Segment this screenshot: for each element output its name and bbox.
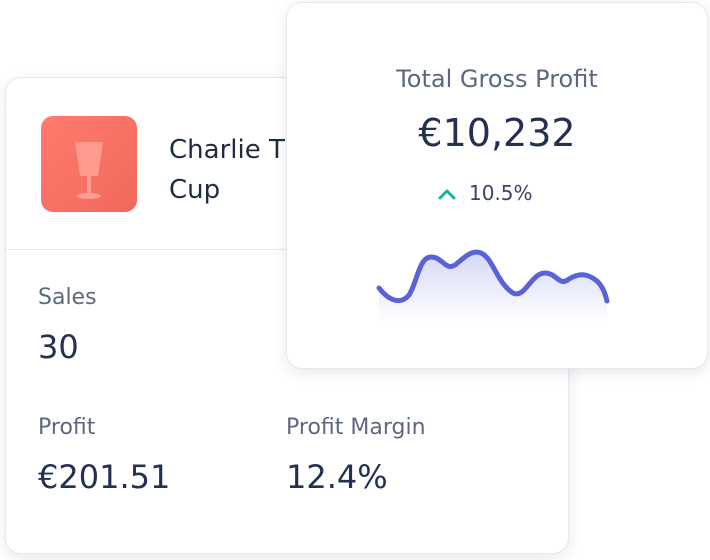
card-value: €10,232 <box>418 111 576 155</box>
sparkline <box>376 249 610 323</box>
change-value: 10.5% <box>469 181 533 205</box>
up-arrow <box>438 189 456 200</box>
product-name-line: Charlie T <box>169 135 285 165</box>
stat-value: €201.51 <box>38 458 171 496</box>
stat-label: Profit Margin <box>286 415 426 440</box>
gross-profit-card: Total Gross Profit €10,232 10.5% <box>286 2 708 369</box>
stat-value: 30 <box>38 328 79 366</box>
stat-value: 12.4% <box>286 458 388 496</box>
stat-label: Profit <box>38 415 96 440</box>
cup-icon <box>75 142 103 199</box>
product-name: Charlie T Cup <box>169 130 285 210</box>
card-title: Total Gross Profit <box>396 65 598 93</box>
product-name-line: Cup <box>169 175 221 205</box>
product-image <box>41 116 137 212</box>
stat-label: Sales <box>38 285 97 310</box>
